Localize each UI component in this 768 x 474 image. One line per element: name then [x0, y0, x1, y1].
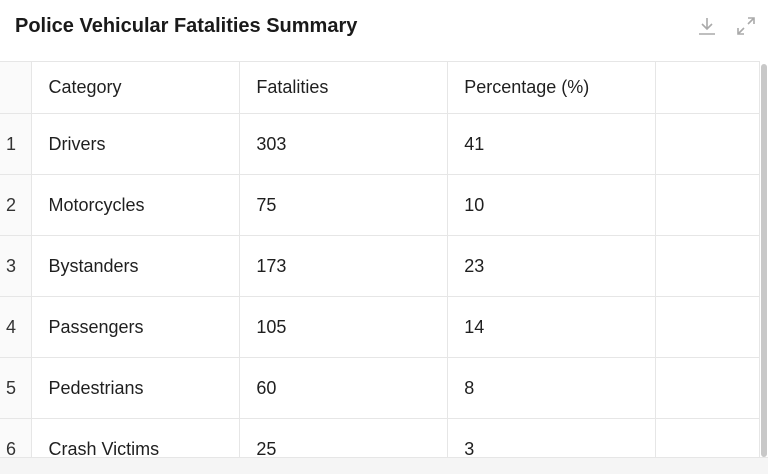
table-row[interactable]: 6 Crash Victims 25 3	[0, 418, 760, 458]
horizontal-scroll-area[interactable]	[0, 457, 768, 474]
column-header-category[interactable]: Category	[31, 62, 241, 114]
vertical-scrollbar[interactable]	[761, 64, 767, 457]
cell-category[interactable]: Bystanders	[31, 235, 241, 297]
table-row[interactable]: 1 Drivers 303 41	[0, 113, 760, 175]
table-row[interactable]: 4 Passengers 105 14	[0, 296, 760, 358]
cell-category[interactable]: Motorcycles	[31, 174, 241, 236]
table-row[interactable]: 2 Motorcycles 75 10	[0, 174, 760, 236]
cell-category[interactable]: Drivers	[31, 113, 241, 175]
cell-fatalities[interactable]: 75	[239, 174, 449, 236]
expand-icon[interactable]	[736, 16, 756, 36]
row-index[interactable]: 3	[0, 235, 33, 297]
cell-empty[interactable]	[655, 418, 760, 458]
cell-percentage[interactable]: 10	[447, 174, 657, 236]
cell-percentage[interactable]: 8	[447, 357, 657, 419]
row-index[interactable]: 4	[0, 296, 33, 358]
cell-percentage[interactable]: 23	[447, 235, 657, 297]
cell-empty[interactable]	[655, 174, 760, 236]
cell-empty[interactable]	[655, 235, 760, 297]
table-row[interactable]: 5 Pedestrians 60 8	[0, 357, 760, 419]
cell-percentage[interactable]: 3	[447, 418, 657, 458]
column-header-fatalities[interactable]: Fatalities	[239, 62, 449, 114]
cell-fatalities[interactable]: 105	[239, 296, 449, 358]
cell-fatalities[interactable]: 173	[239, 235, 449, 297]
cell-category[interactable]: Crash Victims	[31, 418, 241, 458]
column-header-percentage[interactable]: Percentage (%)	[447, 62, 657, 114]
cell-fatalities[interactable]: 25	[239, 418, 449, 458]
cell-percentage[interactable]: 41	[447, 113, 657, 175]
row-index[interactable]: 5	[0, 357, 33, 419]
row-index[interactable]: 2	[0, 174, 33, 236]
cell-percentage[interactable]: 14	[447, 296, 657, 358]
row-index[interactable]: 6	[0, 418, 33, 458]
cell-fatalities[interactable]: 303	[239, 113, 449, 175]
data-table: Category Fatalities Percentage (%) 1 Driv…	[0, 61, 760, 458]
page-title: Police Vehicular Fatalities Summary	[15, 15, 358, 37]
cell-empty[interactable]	[655, 357, 760, 419]
table-row[interactable]: 3 Bystanders 173 23	[0, 235, 760, 297]
download-icon[interactable]	[698, 16, 716, 36]
row-index[interactable]: 1	[0, 113, 33, 175]
cell-category[interactable]: Pedestrians	[31, 357, 241, 419]
cell-fatalities[interactable]: 60	[239, 357, 449, 419]
index-header	[0, 62, 33, 114]
empty-header	[655, 62, 760, 114]
cell-empty[interactable]	[655, 113, 760, 175]
header-row: Category Fatalities Percentage (%)	[0, 62, 760, 114]
cell-empty[interactable]	[655, 296, 760, 358]
cell-category[interactable]: Passengers	[31, 296, 241, 358]
